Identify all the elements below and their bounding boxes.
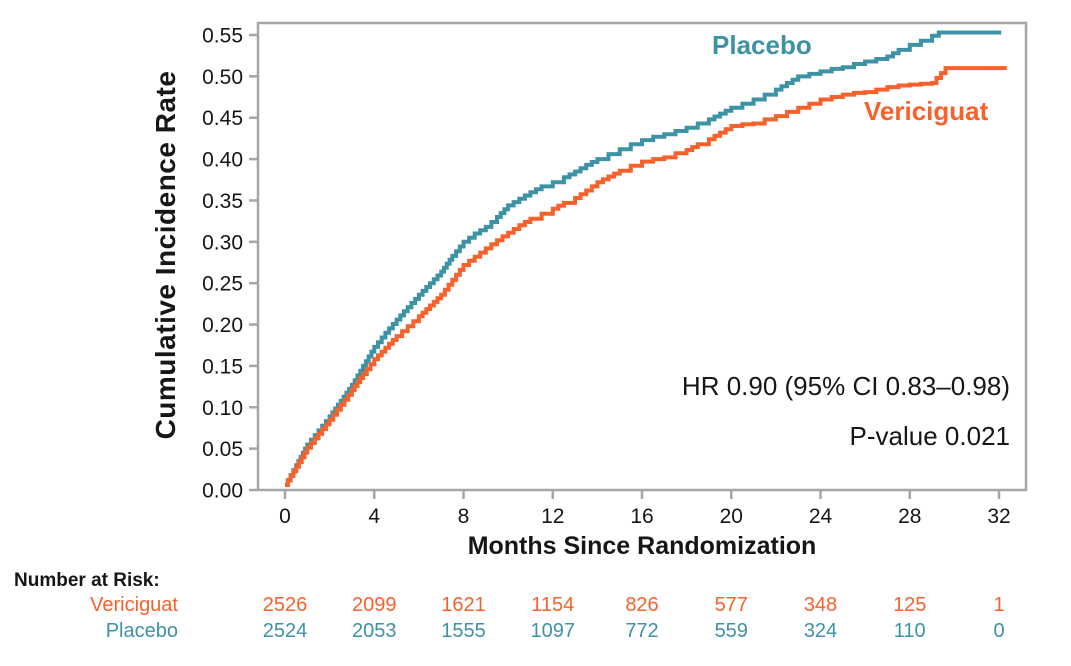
- risk-row-vericiguat: Vericiguat 2526 2099 1621 1154 826 577 348 125 1: [0, 594, 1071, 618]
- series-label-vericiguat: Vericiguat: [864, 96, 989, 126]
- risk-cell: 348: [803, 594, 838, 616]
- y-tick-label: 0.10: [202, 397, 243, 420]
- risk-table-title: Number at Risk:: [14, 570, 160, 591]
- x-tick-label: 24: [809, 505, 833, 528]
- series-label-placebo: Placebo: [712, 30, 812, 60]
- risk-cell: 1: [993, 594, 1005, 616]
- y-tick-label: 0.40: [202, 149, 243, 172]
- y-tick-label: 0.55: [202, 25, 243, 48]
- x-axis-title: Months Since Randomization: [467, 532, 817, 560]
- risk-cell: 577: [714, 594, 748, 616]
- x-tick-label: 20: [720, 505, 743, 528]
- risk-row-label: Placebo: [105, 620, 178, 642]
- x-tick-label: 8: [458, 505, 470, 528]
- risk-cell: 2099: [352, 594, 397, 616]
- risk-cell: 1097: [530, 620, 576, 642]
- hazard-ratio-annotation: HR 0.90 (95% CI 0.83–0.98): [681, 371, 1010, 401]
- risk-cell: 0: [993, 620, 1005, 642]
- vericiguat-curve: [285, 66, 1007, 487]
- x-tick-label: 28: [898, 505, 921, 528]
- p-value-annotation: P-value 0.021: [849, 421, 1010, 451]
- risk-cell: 324: [803, 620, 838, 642]
- x-tick-label: 12: [541, 505, 564, 528]
- risk-cell: 772: [625, 620, 659, 642]
- y-tick-label: 0.25: [202, 273, 243, 296]
- x-tick-label: 0: [279, 505, 291, 528]
- x-tick-label: 4: [368, 505, 380, 528]
- y-tick-label: 0.05: [202, 438, 243, 461]
- y-tick-label: 0.20: [202, 314, 243, 337]
- risk-cell: 1154: [531, 594, 575, 616]
- y-tick-label: 0.35: [202, 190, 243, 213]
- risk-cell: 2526: [262, 594, 308, 616]
- y-tick-label: 0.00: [202, 480, 243, 503]
- risk-cell: 110: [893, 620, 926, 642]
- risk-cell: 2524: [262, 620, 308, 642]
- risk-cell: 1621: [441, 594, 486, 616]
- x-tick-label: 32: [987, 505, 1010, 528]
- risk-cell: 2053: [352, 620, 397, 642]
- plot-border: [256, 21, 1028, 492]
- y-tick-label: 0.45: [202, 107, 243, 130]
- risk-cell: 559: [714, 620, 748, 642]
- risk-cell: 125: [893, 594, 927, 616]
- y-axis-title: Cumulative Incidence Rate: [150, 70, 181, 440]
- risk-row-label: Vericiguat: [90, 594, 178, 616]
- y-tick-label: 0.30: [202, 231, 243, 254]
- x-tick-label: 16: [630, 505, 653, 528]
- risk-cell: 1555: [441, 620, 486, 642]
- risk-cell: 826: [625, 594, 659, 616]
- risk-row-placebo: Placebo 2524 2053 1555 1097 772 559 324 110 0: [0, 620, 1071, 644]
- y-tick-label: 0.15: [202, 355, 243, 378]
- y-tick-label: 0.50: [202, 66, 243, 89]
